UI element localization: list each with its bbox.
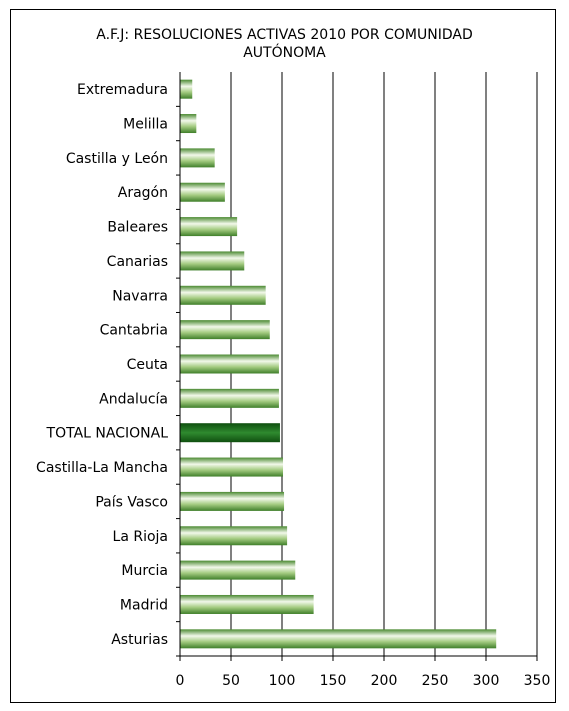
category-label: Canarias xyxy=(107,254,168,270)
x-tick-label: 350 xyxy=(524,673,551,689)
category-label: Murcia xyxy=(121,563,168,579)
bar xyxy=(180,629,497,649)
chart-title-line2: AUTÓNOMA xyxy=(243,45,326,61)
x-tick-label: 300 xyxy=(473,673,500,689)
x-tick-label: 0 xyxy=(176,673,185,689)
bar xyxy=(180,217,238,237)
chart-title-line1: A.F.J: RESOLUCIONES ACTIVAS 2010 POR COM… xyxy=(96,27,473,43)
bar xyxy=(180,148,215,168)
category-label: Navarra xyxy=(112,288,168,304)
category-label: TOTAL NACIONAL xyxy=(46,426,169,442)
bars xyxy=(180,79,497,649)
chart-title: A.F.J: RESOLUCIONES ACTIVAS 2010 POR COM… xyxy=(30,26,539,62)
category-label: La Rioja xyxy=(113,529,168,545)
x-tick-labels: 0 50 100 150 200 250 300 350 xyxy=(176,673,551,689)
category-label: Extremadura xyxy=(77,82,168,98)
category-label: Andalucía xyxy=(99,391,168,407)
bar xyxy=(180,388,279,408)
category-label: Castilla-La Mancha xyxy=(36,460,168,476)
category-label: Melilla xyxy=(123,117,168,133)
bar xyxy=(180,491,285,511)
bar xyxy=(180,114,197,134)
chart-frame xyxy=(10,9,556,703)
x-tick-label: 100 xyxy=(269,673,296,689)
x-tick-label: 50 xyxy=(222,673,240,689)
category-label: Asturias xyxy=(111,632,168,648)
gridlines xyxy=(230,72,538,656)
x-tick-label: 150 xyxy=(320,673,347,689)
bar xyxy=(180,526,288,546)
bar xyxy=(180,560,296,580)
category-label: Baleares xyxy=(107,220,168,236)
bar xyxy=(180,182,225,202)
bar xyxy=(180,79,193,99)
bar xyxy=(180,354,279,374)
axes xyxy=(176,72,538,661)
bar xyxy=(180,320,270,340)
category-label: País Vasco xyxy=(95,494,168,510)
category-label: Madrid xyxy=(120,597,168,613)
category-label: Ceuta xyxy=(127,357,168,373)
bar xyxy=(180,285,266,305)
category-label: Castilla y León xyxy=(66,151,168,167)
x-tick-label: 200 xyxy=(371,673,398,689)
category-label: Aragón xyxy=(118,185,168,201)
category-labels: Extremadura Melilla Castilla y León Aragón B… xyxy=(36,82,168,648)
bar xyxy=(180,594,314,614)
category-label: Cantabria xyxy=(100,323,168,339)
x-tick-label: 250 xyxy=(422,673,449,689)
bar-highlight xyxy=(180,423,280,443)
bar xyxy=(180,251,245,271)
bar xyxy=(180,457,284,477)
